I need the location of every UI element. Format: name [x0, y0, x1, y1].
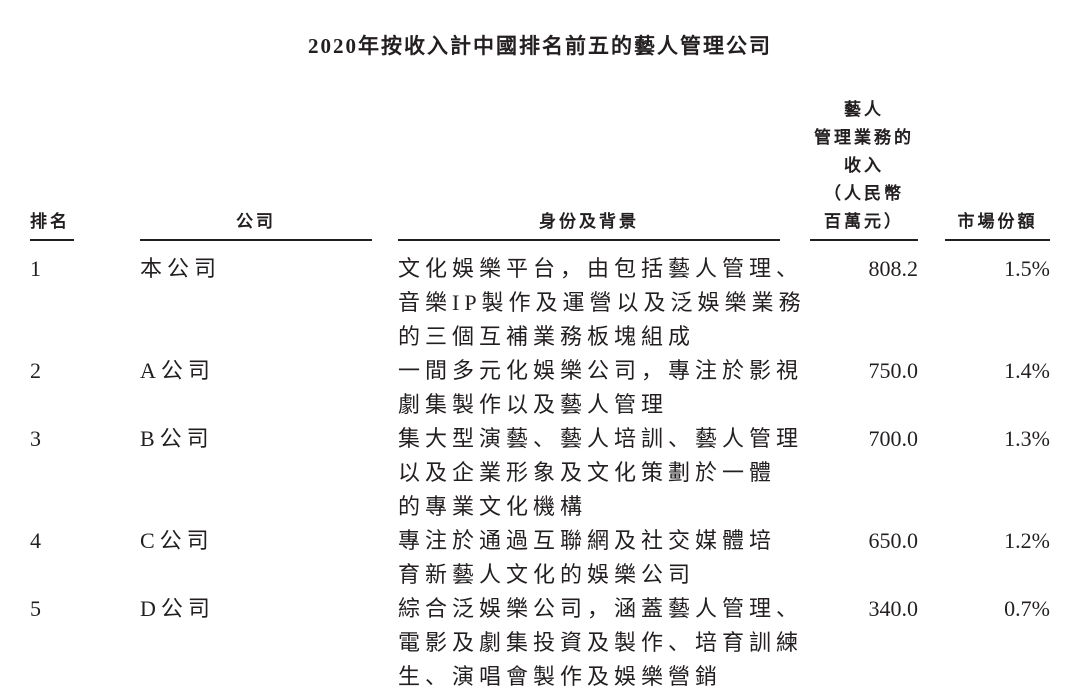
background-line: 的專業文化機構 [398, 494, 588, 519]
rank-cell: 5 [30, 596, 46, 621]
header-company: 公司 [140, 208, 372, 241]
header-revenue-line: 管理業務的 [814, 128, 914, 147]
header-revenue-line: 藝人 [844, 100, 884, 119]
background-line: 綜合泛娛樂公司，涵蓋藝人管理、 [398, 596, 804, 621]
header-revenue-line: 收入 [844, 156, 884, 175]
background-line: 音樂IP製作及運營以及泛娛樂業務 [398, 290, 806, 315]
background-line: 的三個互補業務板塊組成 [398, 324, 696, 349]
header-revenue: 藝人 管理業務的 收入 （人民幣 百萬元） [810, 96, 918, 241]
company-cell: C公司 [140, 528, 214, 553]
rank-cell: 1 [30, 256, 46, 281]
rank-cell: 3 [30, 426, 46, 451]
background-line: 育新藝人文化的娛樂公司 [398, 562, 696, 587]
company-cell: B公司 [140, 426, 214, 451]
rank-cell: 4 [30, 528, 46, 553]
background-cell: 文化娛樂平台，由包括藝人管理、 音樂IP製作及運營以及泛娛樂業務 的三個互補業務板塊… [398, 252, 806, 354]
revenue-cell: 340.0 [868, 596, 919, 621]
page-title: 2020年按收入計中國排名前五的藝人管理公司 [308, 34, 772, 58]
background-cell: 集大型演藝、藝人培訓、藝人管理 以及企業形象及文化策劃於一體 的專業文化機構 [398, 422, 798, 524]
revenue-cell: 700.0 [868, 426, 919, 451]
background-cell: 專注於通過互聯網及社交媒體培 育新藝人文化的娛樂公司 [398, 524, 798, 592]
share-cell: 1.5% [1004, 256, 1050, 281]
background-line: 一間多元化娛樂公司，專注於影視 [398, 358, 804, 383]
company-cell: A公司 [140, 358, 215, 383]
company-cell: D公司 [140, 596, 215, 621]
rank-cell: 2 [30, 358, 46, 383]
company-cell: 本公司 [140, 256, 222, 281]
header-revenue-line: （人民幣 [824, 184, 904, 203]
background-cell: 綜合泛娛樂公司，涵蓋藝人管理、 電影及劇集投資及製作、培育訓練 生、演唱會製作及娛樂… [398, 592, 798, 694]
background-line: 劇集製作以及藝人管理 [398, 392, 669, 417]
share-cell: 1.2% [1004, 528, 1050, 553]
background-line: 集大型演藝、藝人培訓、藝人管理 [398, 426, 804, 451]
background-line: 生、演唱會製作及娛樂營銷 [398, 664, 723, 689]
share-cell: 1.4% [1004, 358, 1050, 383]
revenue-cell: 750.0 [868, 358, 919, 383]
background-line: 文化娛樂平台，由包括藝人管理、 [398, 256, 804, 281]
background-line: 電影及劇集投資及製作、培育訓練 [398, 630, 804, 655]
revenue-cell: 808.2 [868, 256, 919, 281]
header-background: 身份及背景 [398, 208, 780, 241]
background-line: 以及企業形象及文化策劃於一體 [398, 460, 777, 485]
revenue-cell: 650.0 [868, 528, 919, 553]
background-line: 專注於通過互聯網及社交媒體培 [398, 528, 777, 553]
header-share: 市場份額 [945, 208, 1050, 241]
share-cell: 0.7% [1004, 596, 1050, 621]
background-cell: 一間多元化娛樂公司，專注於影視 劇集製作以及藝人管理 [398, 354, 798, 422]
share-cell: 1.3% [1004, 426, 1050, 451]
header-revenue-line: 百萬元） [810, 208, 918, 241]
header-rank: 排名 [30, 208, 74, 241]
